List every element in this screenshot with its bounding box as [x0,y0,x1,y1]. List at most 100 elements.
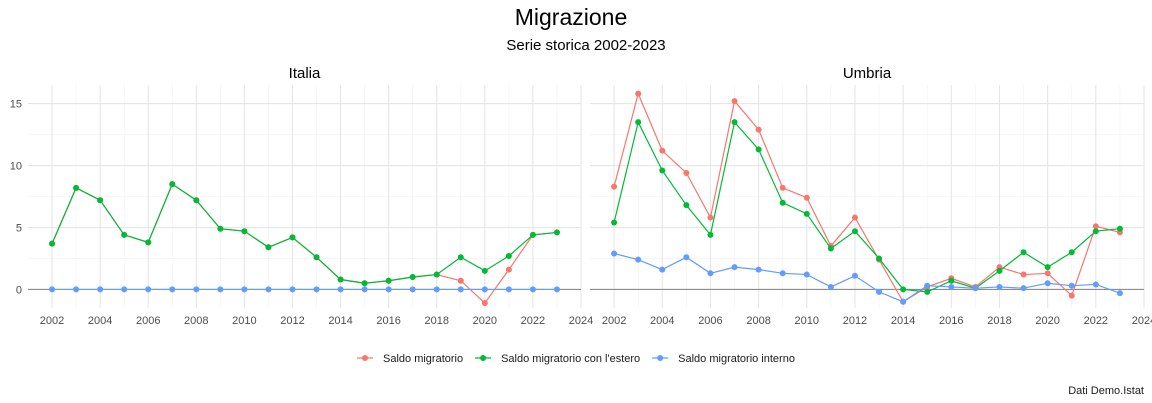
data-point [851,228,858,235]
x-tick-label: 2024 [569,315,593,327]
data-point [683,169,690,176]
data-point [385,286,392,293]
data-point [457,254,464,261]
chart-title: Migrazione [515,4,628,30]
data-point [1020,271,1027,278]
data-point [611,250,618,257]
legend-key-point [657,355,664,361]
data-point [755,146,762,153]
data-point [1092,281,1099,288]
data-point [611,183,618,190]
data-point [361,286,368,293]
data-point [121,286,128,293]
x-tick-label: 2006 [698,315,722,327]
chart-subtitle: Serie storica 2002-2023 [506,37,665,54]
data-point [457,286,464,293]
data-point [1092,223,1099,230]
x-tick-label: 2016 [376,315,400,327]
data-point [433,271,440,278]
data-point [803,210,810,217]
y-tick-label: 15 [10,99,22,111]
data-point [876,255,883,262]
data-point [1044,264,1051,271]
data-point [49,286,56,293]
legend-item: Saldo migratorio interno [652,353,795,365]
data-point [876,288,883,295]
data-point [529,231,536,238]
data-point [1068,249,1075,256]
x-tick-label: 2002 [40,315,64,327]
x-tick-label: 2020 [473,315,497,327]
data-point [731,119,738,126]
series-line [51,183,558,304]
data-point [948,283,955,290]
data-point [217,225,224,232]
x-tick-label: 2008 [184,315,208,327]
data-point [1044,270,1051,277]
legend-item: Saldo migratorio con l'estero [475,353,640,365]
data-point [1068,292,1075,299]
data-point [481,300,488,307]
series-3 [49,286,560,293]
x-tick-label: 2004 [88,315,112,327]
data-point [851,214,858,221]
x-tick-label: 2018 [987,315,1011,327]
data-point [924,282,931,289]
y-tick-label: 0 [16,284,22,296]
panel-title: Italia [289,65,321,82]
data-point [481,267,488,274]
series-2 [49,181,560,287]
data-point [707,231,714,238]
legend-key-point [480,355,487,361]
data-point [972,285,979,292]
data-point [659,147,666,154]
data-point [385,277,392,284]
data-point [73,184,80,191]
panel-umbria: Umbria 2002 2004 2006 2008 2010 2012 2014 2016 20… [590,65,1152,327]
data-point [635,256,642,263]
data-point [169,286,176,293]
series-1 [611,90,1123,305]
data-point [851,272,858,279]
data-point [481,286,488,293]
data-point [635,90,642,97]
data-point [457,277,464,284]
data-point [145,239,152,246]
data-point [900,286,907,293]
data-point [553,229,560,236]
x-tick-label: 2022 [1084,315,1108,327]
data-point [49,240,56,247]
legend-key-point [362,355,368,361]
data-point [409,286,416,293]
x-tick-label: 2014 [891,315,915,327]
data-point [409,274,416,281]
legend-label: Saldo migratorio con l'estero [501,353,640,365]
data-point [1116,225,1123,232]
data-point [265,244,272,251]
x-tick-label: 2008 [746,315,770,327]
series-line [613,91,1121,303]
x-tick-label: 2020 [1035,315,1059,327]
data-point [707,214,714,221]
series-3 [611,250,1123,305]
data-point [289,286,296,293]
data-point [313,254,320,261]
data-point [1044,280,1051,287]
data-point [97,197,104,204]
data-point [1068,282,1075,289]
data-point [996,283,1003,290]
data-point [1116,290,1123,297]
data-point [659,167,666,174]
data-point [924,288,931,295]
data-point [145,286,152,293]
data-point [731,264,738,271]
data-point [169,181,176,188]
series-2 [611,119,1123,295]
data-point [996,267,1003,274]
data-point [505,252,512,259]
data-point [361,280,368,287]
data-point [707,270,714,277]
data-point [948,277,955,284]
legend-label: Saldo migratorio interno [678,353,795,365]
x-tick-label: 2010 [795,315,819,327]
